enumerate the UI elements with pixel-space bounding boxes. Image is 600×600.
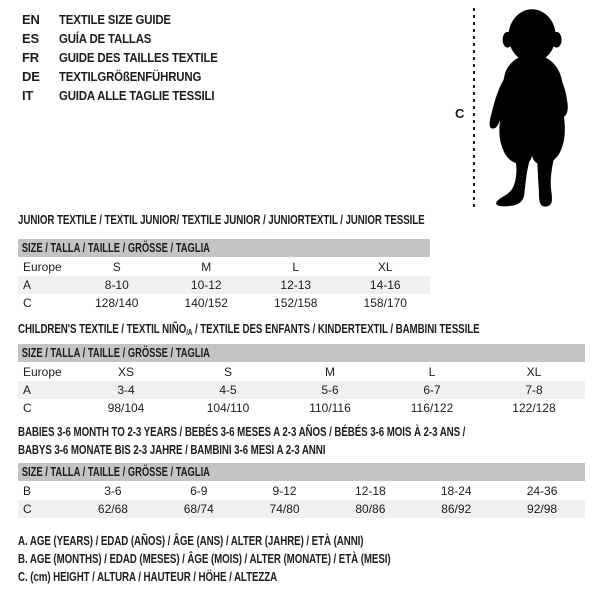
junior-size-table: SIZE / TALLA / TAILLE / GRÖSSE / TAGLIA … — [18, 239, 430, 312]
row-label: A — [23, 383, 32, 397]
children-title-subscript: /A — [186, 327, 193, 338]
age-cell: 3-6 — [104, 484, 122, 498]
size-header-label: SIZE / TALLA / TAILLE / GRÖSSE / TAGLIA — [21, 346, 210, 360]
language-row-it: IT GUIDA ALLE TAGLIE TESSILI — [22, 86, 239, 105]
height-cell: 86/92 — [441, 502, 472, 516]
height-cell: 152/158 — [274, 296, 318, 310]
height-cell: 122/128 — [512, 401, 556, 415]
language-title: TEXTILE SIZE GUIDE — [59, 12, 171, 27]
children-table-title: CHILDREN'S TEXTILE / TEXTIL NIÑO/A / TEX… — [18, 321, 480, 340]
age-cell: 8-10 — [104, 278, 129, 292]
height-cell: 80/86 — [355, 502, 386, 516]
language-code: IT — [22, 88, 34, 103]
language-title: GUIDA ALLE TAGLIE TESSILI — [59, 88, 215, 103]
height-cell: 158/170 — [363, 296, 407, 310]
note-height-cm: C. (cm) HEIGHT / ALTURA / HAUTEUR / HÖHE… — [18, 569, 278, 584]
table-row-europe: Europe S M L XL — [18, 258, 430, 276]
language-row-en: EN TEXTILE SIZE GUIDE — [22, 10, 239, 29]
height-measure-label: C — [455, 106, 465, 121]
language-code: FR — [22, 50, 39, 65]
children-title-part1: CHILDREN'S TEXTILE / TEXTIL NIÑO — [18, 321, 187, 336]
babies-size-table: SIZE / TALLA / TAILLE / GRÖSSE / TAGLIA … — [18, 463, 585, 518]
age-cell: 14-16 — [369, 278, 401, 292]
age-cell: 5-6 — [321, 383, 339, 397]
age-cell: 10-12 — [190, 278, 222, 292]
size-cell: S — [223, 365, 232, 379]
age-cell: 3-4 — [117, 383, 135, 397]
height-cell: 110/116 — [309, 401, 351, 415]
babies-table-header: SIZE / TALLA / TAILLE / GRÖSSE / TAGLIA — [18, 463, 585, 481]
toddler-silhouette — [489, 9, 568, 207]
row-label: Europe — [23, 260, 62, 274]
size-header-label: SIZE / TALLA / TAILLE / GRÖSSE / TAGLIA — [21, 241, 210, 255]
table-row-age-months: B 3-6 6-9 9-12 12-18 18-24 24-36 — [18, 482, 585, 500]
height-cell: 62/68 — [97, 502, 128, 516]
height-cell: 74/80 — [269, 502, 300, 516]
row-label: Europe — [23, 365, 62, 379]
language-code: EN — [22, 12, 40, 27]
height-cell: 98/104 — [107, 401, 145, 415]
table-row-age-years: A 3-4 4-5 5-6 6-7 7-8 — [18, 381, 585, 399]
age-cell: 18-24 — [440, 484, 472, 498]
height-measure-dashed-line — [473, 8, 475, 208]
age-cell: 6-9 — [190, 484, 208, 498]
height-cell: 104/110 — [206, 401, 250, 415]
language-row-de: DE TEXTILGRÖßENFÜHRUNG — [22, 67, 239, 86]
age-cell: 9-12 — [272, 484, 297, 498]
height-cell: 128/140 — [95, 296, 139, 310]
language-row-es: ES GUÍA DE TALLAS — [22, 29, 239, 48]
language-title: GUÍA DE TALLAS — [59, 31, 152, 46]
row-label: C — [23, 401, 32, 415]
size-cell: M — [201, 260, 212, 274]
language-title-list: EN TEXTILE SIZE GUIDE ES GUÍA DE TALLAS … — [22, 10, 239, 105]
legend-notes: A. AGE (YEARS) / EDAD (AÑOS) / ÂGE (ANS)… — [18, 533, 515, 587]
table-row-height-cm: C 62/68 68/74 74/80 80/86 86/92 92/98 — [18, 500, 585, 518]
table-row-europe: Europe XS S M L XL — [18, 363, 585, 381]
row-label: C — [23, 502, 32, 516]
size-cell: L — [292, 260, 300, 274]
row-label: A — [23, 278, 32, 292]
babies-table-title-line2: BABYS 3-6 MONATE BIS 2-3 JAHRE / BAMBINI… — [18, 442, 326, 457]
size-cell: M — [325, 365, 335, 379]
children-size-table: SIZE / TALLA / TAILLE / GRÖSSE / TAGLIA … — [18, 344, 585, 417]
note-age-years: A. AGE (YEARS) / EDAD (AÑOS) / ÂGE (ANS)… — [18, 533, 364, 548]
age-cell: 24-36 — [526, 484, 558, 498]
table-row-height-cm: C 128/140 140/152 152/158 158/170 — [18, 294, 430, 312]
size-cell: XS — [117, 365, 134, 379]
language-title: GUIDE DES TAILLES TEXTILE — [59, 50, 218, 65]
language-code: ES — [22, 31, 39, 46]
size-cell: XL — [377, 260, 393, 274]
language-row-fr: FR GUIDE DES TAILLES TEXTILE — [22, 48, 239, 67]
height-cell: 92/98 — [527, 502, 558, 516]
size-cell: XL — [526, 365, 542, 379]
junior-table-title: JUNIOR TEXTILE / TEXTIL JUNIOR/ TEXTILE … — [18, 212, 425, 227]
age-cell: 12-13 — [280, 278, 312, 292]
children-table-header: SIZE / TALLA / TAILLE / GRÖSSE / TAGLIA — [18, 344, 585, 362]
size-cell: L — [428, 365, 436, 379]
table-row-height-cm: C 98/104 104/110 110/116 116/122 122/128 — [18, 399, 585, 417]
language-title: TEXTILGRÖßENFÜHRUNG — [59, 69, 202, 84]
age-cell: 4-5 — [219, 383, 237, 397]
age-cell: 6-7 — [423, 383, 441, 397]
language-code: DE — [22, 69, 40, 84]
row-label: B — [23, 484, 32, 498]
age-cell: 7-8 — [525, 383, 543, 397]
height-cell: 68/74 — [183, 502, 214, 516]
note-age-months: B. AGE (MONTHS) / EDAD (MESES) / ÂGE (MO… — [18, 551, 391, 566]
size-header-label: SIZE / TALLA / TAILLE / GRÖSSE / TAGLIA — [21, 465, 210, 479]
size-cell: S — [112, 260, 121, 274]
table-row-age-years: A 8-10 10-12 12-13 14-16 — [18, 276, 430, 294]
children-title-part2: / TEXTILE DES ENFANTS / KINDERTEXTIL / B… — [192, 321, 480, 336]
age-cell: 12-18 — [355, 484, 386, 498]
babies-table-title-line1: BABIES 3-6 MONTH TO 2-3 YEARS / BEBÉS 3-… — [18, 424, 466, 439]
height-cell: 140/152 — [184, 296, 228, 310]
junior-table-header: SIZE / TALLA / TAILLE / GRÖSSE / TAGLIA — [18, 239, 430, 257]
height-cell: 116/122 — [410, 401, 454, 415]
row-label: C — [23, 296, 32, 310]
